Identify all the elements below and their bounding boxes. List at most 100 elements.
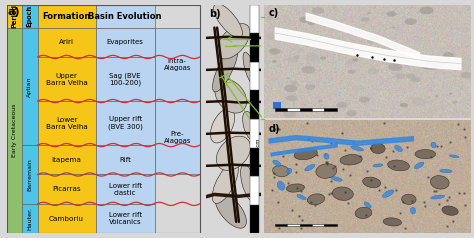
Circle shape <box>283 108 286 110</box>
Ellipse shape <box>449 155 459 158</box>
Bar <box>7 5 22 28</box>
Circle shape <box>359 97 370 103</box>
Ellipse shape <box>215 79 246 113</box>
Bar <box>22 28 37 145</box>
Text: Lower rift
clastic: Lower rift clastic <box>109 183 142 196</box>
Circle shape <box>400 103 408 107</box>
Bar <box>37 28 96 57</box>
Text: Barremain: Barremain <box>27 158 32 191</box>
Ellipse shape <box>240 164 257 202</box>
Bar <box>155 28 200 101</box>
Circle shape <box>287 56 298 62</box>
Text: Aptian: Aptian <box>27 76 32 97</box>
Ellipse shape <box>286 184 304 192</box>
Bar <box>275 108 287 111</box>
Text: Sag (BVE
100-200): Sag (BVE 100-200) <box>109 72 141 86</box>
Circle shape <box>401 55 405 57</box>
Circle shape <box>449 93 452 94</box>
Bar <box>37 204 96 233</box>
Ellipse shape <box>243 52 256 85</box>
Bar <box>250 5 259 33</box>
Ellipse shape <box>294 149 317 160</box>
Circle shape <box>269 48 281 55</box>
Circle shape <box>433 62 444 68</box>
Bar <box>273 102 281 109</box>
Bar <box>37 57 96 101</box>
Bar <box>96 28 155 57</box>
Bar <box>324 108 337 111</box>
Circle shape <box>267 17 273 20</box>
Ellipse shape <box>297 194 306 200</box>
Bar <box>287 224 300 227</box>
Bar <box>96 5 155 28</box>
Circle shape <box>411 77 421 83</box>
Circle shape <box>361 17 370 22</box>
Bar <box>22 145 37 204</box>
Circle shape <box>348 70 356 74</box>
Circle shape <box>388 63 402 71</box>
Bar <box>312 108 324 111</box>
Bar <box>7 28 22 233</box>
Ellipse shape <box>415 149 436 159</box>
Text: c): c) <box>269 8 279 18</box>
Ellipse shape <box>351 146 364 151</box>
Circle shape <box>347 59 357 64</box>
Ellipse shape <box>324 154 329 159</box>
Text: Period: Period <box>11 4 18 28</box>
Circle shape <box>272 60 277 63</box>
Circle shape <box>352 85 365 92</box>
Text: b): b) <box>209 9 220 19</box>
Bar <box>250 62 259 90</box>
Ellipse shape <box>316 164 337 178</box>
Ellipse shape <box>277 181 285 190</box>
Circle shape <box>367 12 372 14</box>
Text: Lower rift
Volcanics: Lower rift Volcanics <box>109 212 142 225</box>
Ellipse shape <box>273 165 290 177</box>
Circle shape <box>422 66 428 69</box>
Circle shape <box>305 52 319 60</box>
Ellipse shape <box>388 160 410 171</box>
Bar <box>250 176 259 205</box>
Circle shape <box>392 26 395 29</box>
Bar <box>300 224 312 227</box>
Text: Evaporites: Evaporites <box>107 39 144 45</box>
Ellipse shape <box>442 206 458 215</box>
Ellipse shape <box>273 160 281 166</box>
Text: Upper
Barra Velha: Upper Barra Velha <box>46 73 88 85</box>
Circle shape <box>452 100 458 104</box>
Circle shape <box>353 58 358 61</box>
Circle shape <box>337 102 348 108</box>
Text: 60 cm: 60 cm <box>256 138 261 155</box>
Circle shape <box>291 81 297 84</box>
Circle shape <box>301 66 315 74</box>
Circle shape <box>318 100 323 103</box>
Bar <box>37 145 96 174</box>
Circle shape <box>308 21 315 25</box>
Text: Epoch: Epoch <box>27 5 33 27</box>
Text: Ariri: Ariri <box>59 39 74 45</box>
Circle shape <box>427 107 438 114</box>
Ellipse shape <box>371 143 385 154</box>
Circle shape <box>418 55 424 59</box>
Bar <box>250 119 259 148</box>
Bar <box>96 145 155 174</box>
Ellipse shape <box>308 194 325 205</box>
Ellipse shape <box>215 193 246 228</box>
Circle shape <box>293 55 300 59</box>
Circle shape <box>404 18 417 25</box>
Text: d): d) <box>269 124 280 134</box>
Ellipse shape <box>305 164 315 171</box>
Text: Hauter.: Hauter. <box>27 207 32 230</box>
Bar <box>250 205 259 233</box>
Circle shape <box>300 16 311 23</box>
Text: Intra-
Alagoas: Intra- Alagoas <box>164 58 191 71</box>
Bar <box>96 174 155 204</box>
Text: Lower
Barra Velha: Lower Barra Velha <box>46 117 88 129</box>
Text: Early Cretaceous: Early Cretaceous <box>12 104 17 157</box>
Ellipse shape <box>340 154 362 165</box>
Ellipse shape <box>440 169 452 173</box>
Ellipse shape <box>216 136 251 170</box>
Circle shape <box>425 63 438 70</box>
Circle shape <box>312 7 324 14</box>
Circle shape <box>297 48 303 52</box>
